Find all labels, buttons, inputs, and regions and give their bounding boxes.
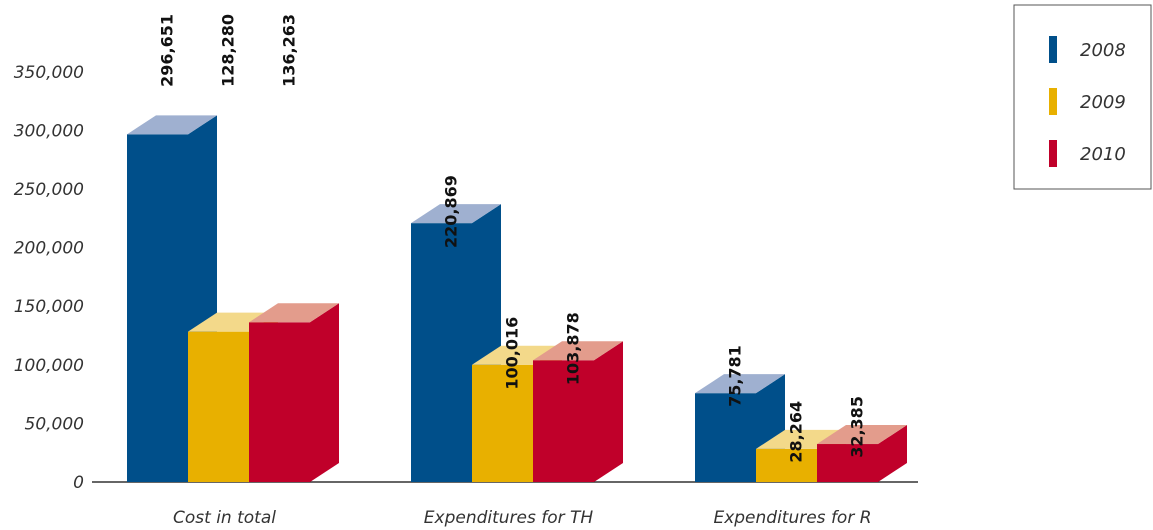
data-label: 75,781 (726, 345, 745, 407)
data-label: 32,385 (848, 396, 867, 458)
y-tick-label: 150,000 (14, 297, 84, 317)
bar-side (878, 425, 907, 482)
x-tick-label: Expenditures for TH (424, 508, 594, 528)
x-tick-label: Expenditures for R (713, 508, 871, 528)
bar-front (411, 223, 472, 482)
data-label: 136,263 (280, 14, 299, 87)
y-tick-label: 50,000 (25, 414, 84, 434)
bar-top (127, 115, 217, 135)
bar-front (249, 322, 310, 482)
y-tick-label: 350,000 (14, 63, 84, 83)
bar-side (594, 341, 623, 482)
y-tick-label: 0 (73, 473, 84, 493)
legend-box (1013, 4, 1152, 190)
y-tick-label: 250,000 (14, 180, 84, 200)
bar-2010-0 (249, 303, 339, 482)
bar-side (310, 303, 339, 482)
bar-front (817, 444, 878, 482)
data-label: 28,264 (787, 401, 806, 463)
legend-swatch-2009 (1049, 88, 1057, 115)
bar-front (188, 331, 249, 482)
data-label: 296,651 (158, 14, 177, 87)
bar-top (411, 204, 501, 224)
y-tick-label: 100,000 (14, 356, 84, 376)
legend-label: 2010 (1080, 144, 1126, 165)
data-labels: 296,651 128,280 136,263 220,869 100,016 103,8… (158, 14, 867, 463)
bars (127, 115, 907, 483)
data-label: 100,016 (503, 317, 522, 390)
bar-front (695, 393, 756, 482)
bar-top (695, 374, 785, 394)
legend-label: 2009 (1080, 92, 1126, 113)
y-tick-label: 200,000 (14, 239, 84, 259)
bar-top (249, 303, 339, 323)
data-label: 103,878 (564, 312, 583, 385)
bar-2010-1 (533, 341, 623, 482)
legend-swatch-2008 (1049, 36, 1057, 63)
legend-label: 2008 (1080, 40, 1126, 61)
y-axis: 0 50,000 100,000 150,000 200,000 250,000 300,0… (14, 63, 84, 493)
bar-front (127, 134, 188, 483)
bar-front (756, 448, 817, 482)
y-tick-label: 300,000 (14, 121, 84, 141)
data-label: 220,869 (442, 175, 461, 248)
x-axis: Cost in total Expenditures for TH Expendit… (173, 508, 872, 528)
bar-top (533, 341, 623, 361)
x-tick-label: Cost in total (173, 508, 276, 528)
data-label: 128,280 (219, 14, 238, 87)
bar-top (817, 425, 907, 445)
bar-front (533, 360, 594, 482)
legend: 2008 2009 2010 (1013, 4, 1152, 190)
bar-front (472, 364, 533, 482)
bar-2010-2 (817, 425, 907, 482)
legend-swatch-2010 (1049, 140, 1057, 167)
